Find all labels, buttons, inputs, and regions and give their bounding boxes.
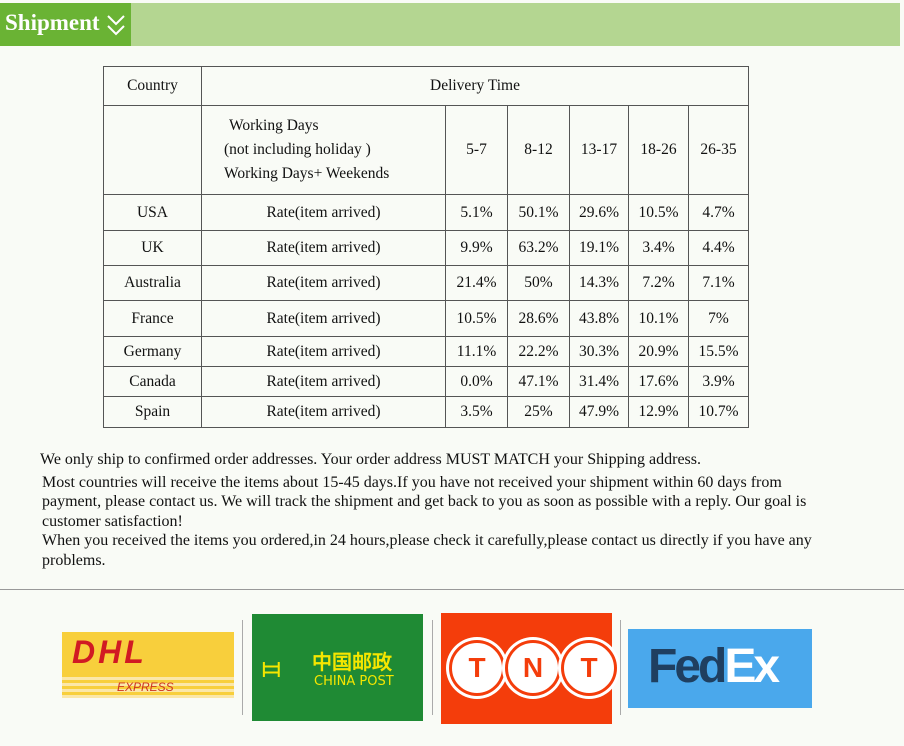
rate-value: 47.1% xyxy=(507,366,570,397)
rate-value: 3.9% xyxy=(688,366,749,397)
rate-value: 28.6% xyxy=(507,300,570,337)
delivery-time-table: Country Delivery Time Working Days (not … xyxy=(103,66,749,428)
range-header: 26-35 xyxy=(688,105,749,195)
note-address: We only ship to confirmed order addresse… xyxy=(40,451,702,468)
rate-value: 30.3% xyxy=(569,336,629,367)
rate-value: 10.5% xyxy=(445,300,508,337)
table-row: Germany Rate(item arrived) 11.1% 22.2% 30.3%… xyxy=(103,336,749,367)
tnt-letter: N xyxy=(508,643,558,693)
rate-value: 50.1% xyxy=(507,194,570,231)
working-days-note: Working Days (not including holiday ) Wo… xyxy=(201,105,446,195)
rate-value: 4.4% xyxy=(688,230,749,266)
country-header: Country xyxy=(103,66,202,106)
empty-cell xyxy=(103,105,202,195)
rate-value: 10.5% xyxy=(628,194,689,231)
note-delivery: Most countries will receive the items ab… xyxy=(42,473,807,530)
country-cell: Australia xyxy=(103,265,202,301)
rate-value: 3.4% xyxy=(628,230,689,266)
country-cell: UK xyxy=(103,230,202,266)
shipment-title: Shipment xyxy=(0,3,131,46)
rate-value: 5.1% xyxy=(445,194,508,231)
rate-value: 29.6% xyxy=(569,194,629,231)
rate-value: 15.5% xyxy=(688,336,749,367)
table-row: France Rate(item arrived) 10.5% 28.6% 43.8% 1… xyxy=(103,300,749,337)
rate-label: Rate(item arrived) xyxy=(201,194,446,231)
delivery-time-header: Delivery Time xyxy=(201,66,749,106)
rate-value: 9.9% xyxy=(445,230,508,266)
double-chevron-down-icon xyxy=(107,15,125,36)
dhl-logo: DHL EXPRESS xyxy=(62,632,234,698)
fedex-logo: FedEx xyxy=(628,629,812,708)
rate-value: 21.4% xyxy=(445,265,508,301)
rate-value: 4.7% xyxy=(688,194,749,231)
rate-label: Rate(item arrived) xyxy=(201,336,446,367)
table-row: Spain Rate(item arrived) 3.5% 25% 47.9% 12.9%… xyxy=(103,396,749,428)
rate-label: Rate(item arrived) xyxy=(201,230,446,266)
rate-value: 50% xyxy=(507,265,570,301)
table-row: USA Rate(item arrived) 5.1% 50.1% 29.6% 10.5%… xyxy=(103,194,749,231)
rate-value: 17.6% xyxy=(628,366,689,397)
range-header: 5-7 xyxy=(445,105,508,195)
rate-value: 7.2% xyxy=(628,265,689,301)
rate-label: Rate(item arrived) xyxy=(201,300,446,337)
rate-value: 22.2% xyxy=(507,336,570,367)
country-cell: France xyxy=(103,300,202,337)
rate-value: 11.1% xyxy=(445,336,508,367)
rate-value: 20.9% xyxy=(628,336,689,367)
table-row: Canada Rate(item arrived) 0.0% 47.1% 31.4% 17… xyxy=(103,366,749,397)
rate-value: 19.1% xyxy=(569,230,629,266)
rate-label: Rate(item arrived) xyxy=(201,265,446,301)
rate-value: 63.2% xyxy=(507,230,570,266)
rate-value: 14.3% xyxy=(569,265,629,301)
rate-value: 12.9% xyxy=(628,396,689,428)
note-check-items: When you received the items you ordered,… xyxy=(42,532,812,569)
rate-value: 43.8% xyxy=(569,300,629,337)
shipment-header-bar: Shipment xyxy=(0,3,900,46)
rate-value: 0.0% xyxy=(445,366,508,397)
rate-value: 7.1% xyxy=(688,265,749,301)
china-post-logo: ⧦ 中国邮政 CHINA POST xyxy=(252,614,423,721)
shipping-notes: We only ship to confirmed order addresse… xyxy=(40,450,840,570)
rate-value: 25% xyxy=(507,396,570,428)
divider xyxy=(0,589,904,590)
range-header: 8-12 xyxy=(507,105,570,195)
rate-value: 7% xyxy=(688,300,749,337)
rate-value: 10.7% xyxy=(688,396,749,428)
rate-value: 31.4% xyxy=(569,366,629,397)
country-cell: USA xyxy=(103,194,202,231)
country-cell: Canada xyxy=(103,366,202,397)
country-cell: Germany xyxy=(103,336,202,367)
range-header: 13-17 xyxy=(569,105,629,195)
tnt-letter: T xyxy=(452,643,502,693)
tnt-letter: T xyxy=(564,643,614,693)
table-row: UK Rate(item arrived) 9.9% 63.2% 19.1% 3.4% 4.… xyxy=(103,230,749,266)
country-cell: Spain xyxy=(103,396,202,428)
rate-value: 10.1% xyxy=(628,300,689,337)
rate-label: Rate(item arrived) xyxy=(201,366,446,397)
range-header: 18-26 xyxy=(628,105,689,195)
rate-value: 3.5% xyxy=(445,396,508,428)
rate-label: Rate(item arrived) xyxy=(201,396,446,428)
rate-value: 47.9% xyxy=(569,396,629,428)
table-row: Australia Rate(item arrived) 21.4% 50% 14.3%… xyxy=(103,265,749,301)
